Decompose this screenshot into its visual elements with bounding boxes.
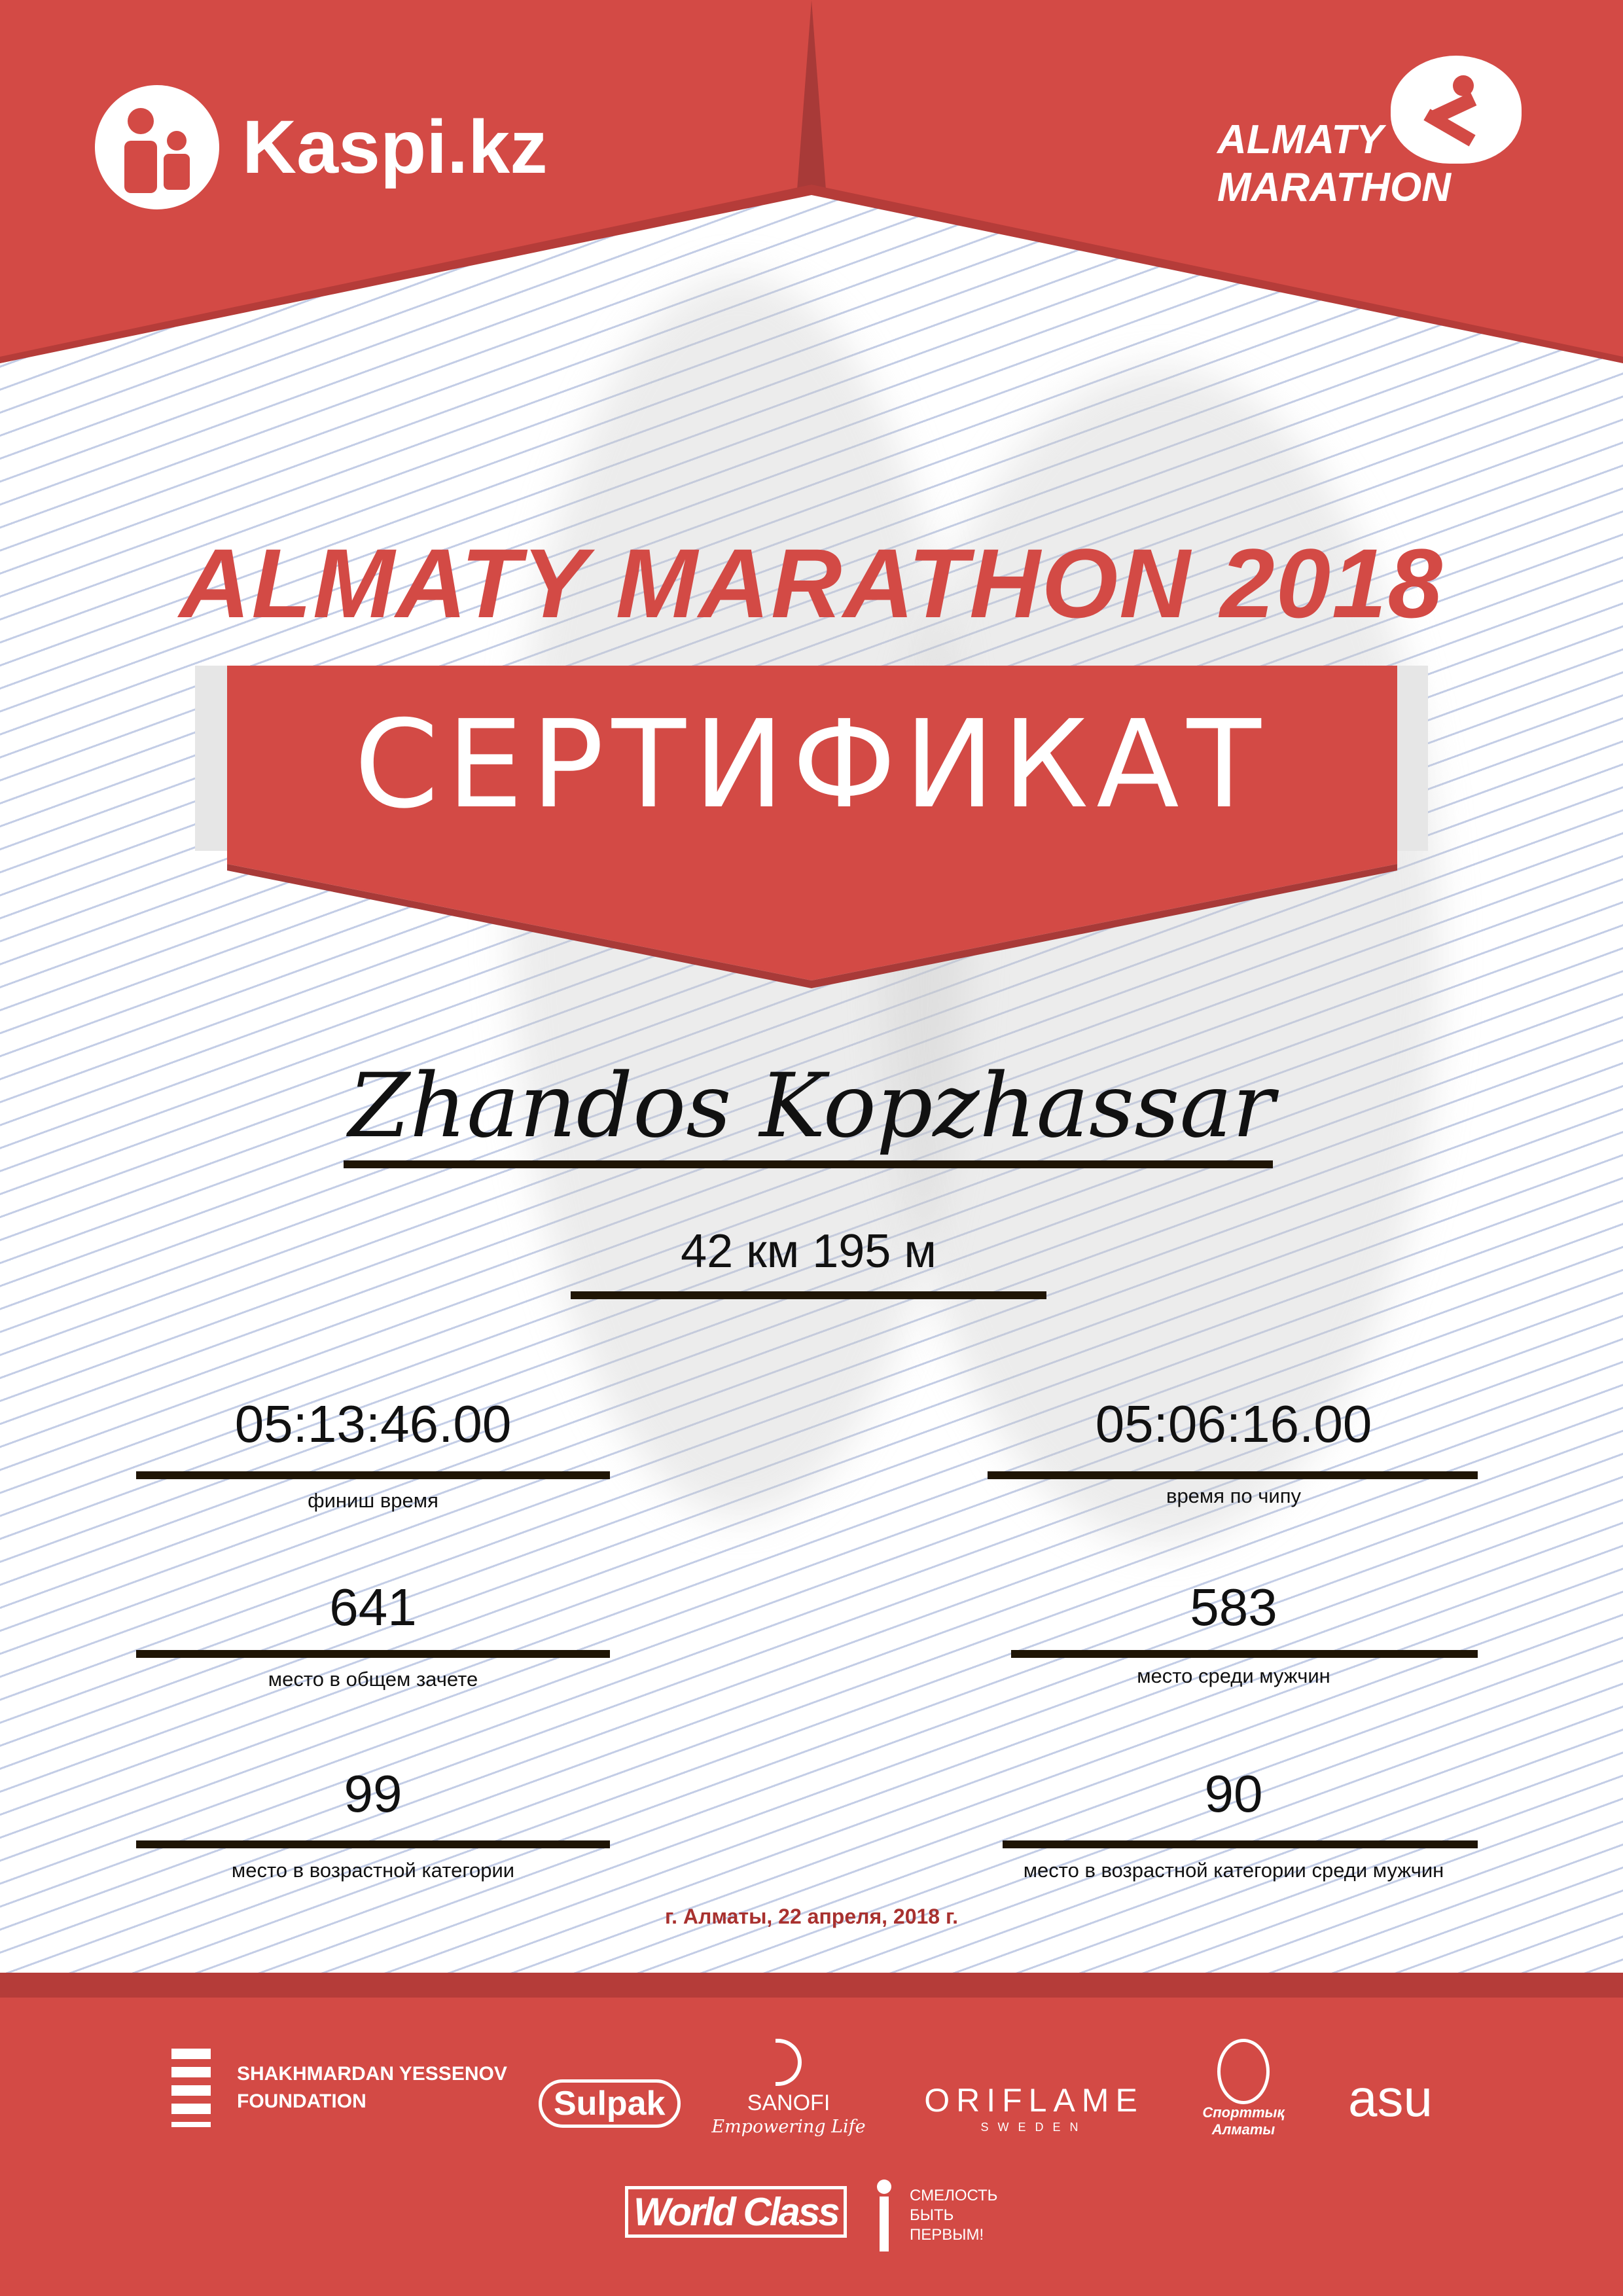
event-date-place: г. Алматы, 22 апреля, 2018 г. xyxy=(665,1905,958,1928)
men-place-value: 583 xyxy=(1190,1578,1277,1636)
chip-time-value: 05:06:16.00 xyxy=(1095,1395,1372,1453)
sanofi-name: SANOFI xyxy=(747,2090,830,2115)
finish-time-value: 05:13:46.00 xyxy=(234,1395,512,1453)
name-underline xyxy=(344,1160,1273,1168)
world-class-logo: World Class xyxy=(625,2186,847,2238)
marathon-logo-line2: MARATHON xyxy=(1217,165,1452,210)
sulpak-logo: Sulpak xyxy=(539,2079,681,2128)
overall-place-rule xyxy=(136,1650,610,1658)
sanofi-tagline: Empowering Life xyxy=(711,2117,866,2137)
fund-runner-icon xyxy=(870,2179,897,2251)
oriflame-name: ORIFLAME xyxy=(924,2082,1144,2119)
age-place-label: место в возрастной категории xyxy=(231,1859,515,1882)
chip-time-rule xyxy=(988,1471,1478,1479)
fund-line2: БЫТЬ xyxy=(910,2206,954,2224)
chip-time-label: время по чипу xyxy=(1166,1484,1302,1507)
kaspi-logo-text: Kaspi.kz xyxy=(242,105,548,189)
yessenov-line1: SHAKHMARDAN YESSENOV xyxy=(237,2063,507,2085)
asu-logo: asu xyxy=(1348,2069,1433,2127)
runner-photo-woman xyxy=(883,367,1440,1545)
men-place-label: место среди мужчин xyxy=(1137,1664,1330,1687)
overall-place-value: 641 xyxy=(329,1578,417,1636)
yessenov-bars-icon xyxy=(171,2049,211,2127)
finish-time-label: финиш время xyxy=(308,1489,438,1512)
age-place-rule xyxy=(136,1840,610,1848)
sponsor-footer xyxy=(0,1973,1623,2296)
age-men-place-rule xyxy=(1003,1840,1478,1848)
age-men-place-value: 90 xyxy=(1204,1765,1263,1823)
footer-band xyxy=(0,1973,1623,1998)
runner-icon xyxy=(1391,56,1522,164)
almaty-marathon-logo: ALMATY MARATHON xyxy=(1214,56,1522,213)
distance-underline xyxy=(571,1291,1046,1299)
oriflame-country: SWEDEN xyxy=(980,2121,1088,2134)
oriflame-logo: ORIFLAME SWEDEN xyxy=(923,2081,1145,2135)
sport-almaty-line1: Спорттық xyxy=(1202,2104,1285,2121)
fund-logo: СМЕЛОСТЬ БЫТЬ ПЕРВЫМ! xyxy=(870,2179,997,2251)
participant-name: Zhandos Kopzhassar xyxy=(348,1054,1275,1157)
sanofi-bird-icon xyxy=(776,2039,802,2086)
sport-almaty-logo: Спорттық Алматы xyxy=(1198,2039,1289,2138)
sanofi-logo: SANOFI Empowering Life xyxy=(710,2039,867,2138)
fund-line1: СМЕЛОСТЬ xyxy=(910,2187,998,2204)
kaspi-logo-icon xyxy=(95,85,219,209)
yessenov-line2: FOUNDATION xyxy=(237,2090,366,2112)
sport-almaty-line2: Алматы xyxy=(1211,2121,1275,2138)
men-place-rule xyxy=(1011,1650,1478,1658)
kaspi-logo: Kaspi.kz xyxy=(95,85,548,209)
distance: 42 км 195 м xyxy=(681,1225,936,1278)
event-title: ALMATY MARATHON 2018 xyxy=(179,528,1444,638)
fund-line3: ПЕРВЫМ! xyxy=(910,2226,984,2244)
finish-time-rule xyxy=(136,1471,610,1479)
certificate-heading: СЕРТИФИКАТ xyxy=(354,694,1269,835)
age-place-value: 99 xyxy=(344,1765,402,1823)
overall-place-label: место в общем зачете xyxy=(268,1668,478,1691)
age-men-place-label: место в возрастной категории среди мужчи… xyxy=(1023,1859,1444,1882)
yessenov-logo: SHAKHMARDAN YESSENOV FOUNDATION xyxy=(171,2049,507,2127)
marathon-logo-line1: ALMATY xyxy=(1217,117,1383,162)
sport-almaty-emblem-icon xyxy=(1217,2039,1270,2104)
